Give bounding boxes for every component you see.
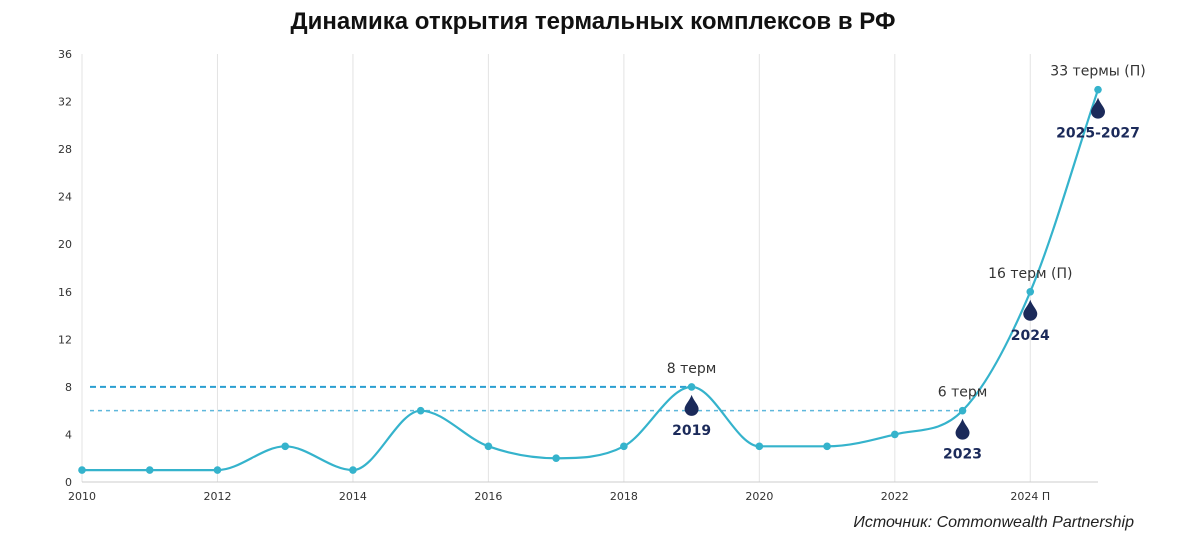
y-tick-label: 0 xyxy=(65,476,72,489)
data-point xyxy=(891,430,899,439)
y-tick-label: 28 xyxy=(58,143,72,156)
drop-marker-icon xyxy=(684,394,699,416)
y-tick-label: 16 xyxy=(58,286,72,299)
data-point xyxy=(349,466,357,474)
data-point xyxy=(1094,85,1102,94)
x-tick-label: 2018 xyxy=(610,490,638,503)
series-line xyxy=(82,89,1100,472)
y-tick-label: 20 xyxy=(58,238,72,251)
data-point xyxy=(958,406,967,415)
annotation-year: 2023 xyxy=(943,447,982,463)
annotation-label: 8 терм xyxy=(667,361,717,377)
x-tick-label: 2012 xyxy=(203,490,231,503)
data-point xyxy=(484,442,493,451)
data-point xyxy=(213,466,222,474)
data-point xyxy=(687,383,696,391)
data-point xyxy=(620,442,628,451)
data-point xyxy=(823,442,831,451)
annotation-year: 2019 xyxy=(672,423,711,439)
x-tick-label: 2014 xyxy=(339,490,367,503)
y-tick-label: 36 xyxy=(58,48,72,61)
chart-title: Динамика открытия термальных комплексов … xyxy=(290,8,896,35)
data-point xyxy=(552,454,560,463)
data-point xyxy=(145,466,154,474)
annotation-label: 16 терм (П) xyxy=(988,266,1072,282)
y-tick-label: 32 xyxy=(58,96,72,109)
annotation-year: 2024 xyxy=(1011,328,1050,344)
data-point xyxy=(416,406,425,415)
data-point xyxy=(1026,287,1035,296)
data-point xyxy=(281,442,290,451)
x-tick-label: 2024 П xyxy=(1010,490,1050,503)
drop-marker-icon xyxy=(955,418,970,440)
annotation-label: 6 терм xyxy=(938,385,988,401)
x-tick-label: 2022 xyxy=(881,490,909,503)
drop-marker-icon xyxy=(1091,97,1105,119)
annotation-year: 2025-2027 xyxy=(1056,126,1140,142)
x-tick-label: 2020 xyxy=(745,490,773,503)
source-note: Источник: Commonwealth Partnership xyxy=(853,514,1134,531)
x-tick-label: 2010 xyxy=(68,490,96,503)
annotation-label: 33 термы (П) xyxy=(1050,64,1145,80)
x-tick-label: 2016 xyxy=(474,490,502,503)
drop-marker-icon xyxy=(1023,299,1038,321)
data-point xyxy=(755,442,764,451)
y-tick-label: 12 xyxy=(58,333,72,346)
y-tick-label: 24 xyxy=(58,191,72,204)
data-point xyxy=(78,466,86,474)
y-tick-label: 8 xyxy=(65,381,72,394)
y-tick-label: 4 xyxy=(65,428,72,441)
